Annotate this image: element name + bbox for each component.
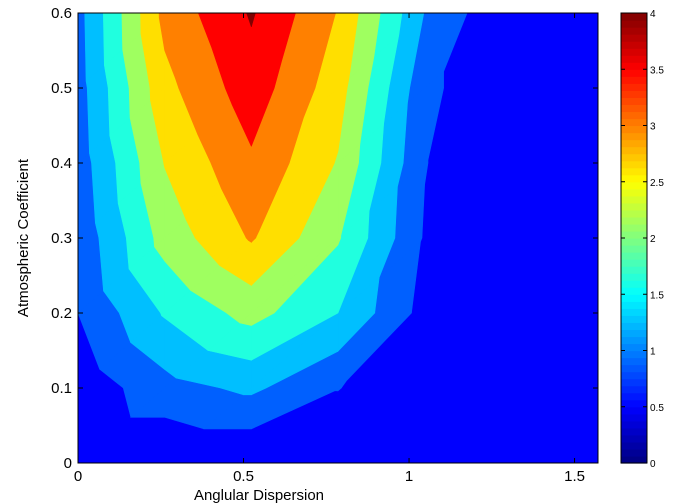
colorbar-swatch [621,427,647,436]
colorbar-swatch [621,167,647,176]
x-tick-label: 0.5 [233,468,254,485]
colorbar-swatch [621,336,647,345]
colorbar-swatch [621,371,647,380]
colorbar-swatch [621,252,647,260]
colorbar-swatch [621,41,647,49]
colorbar-swatch [621,350,647,359]
colorbar-swatch [621,160,647,169]
colorbar-swatch [621,97,647,106]
colorbar-swatch [621,34,647,42]
colorbar-swatch [621,139,647,148]
colorbar-swatch [621,434,647,443]
y-tick-label: 0.5 [51,80,72,97]
colorbar-swatch [621,216,647,225]
colorbar-swatch [621,62,647,70]
colorbar-swatch [621,209,647,218]
colorbar-tick-label: 3.5 [650,65,664,76]
plot-area [77,12,599,464]
colorbar-swatch [621,27,647,35]
colorbar-swatch [621,181,647,190]
x-tick-label: 1 [405,468,413,485]
colorbar-swatch [621,448,647,457]
colorbar-tick-label: 1.5 [650,290,664,301]
colorbar-swatch [621,280,647,288]
colorbar-swatch [621,308,647,316]
colorbar-swatch [621,378,647,387]
colorbar-swatch [621,406,647,415]
colorbar-swatch [621,48,647,56]
colorbar-swatch [621,357,647,366]
colorbar-tick-label: 4 [650,9,656,20]
y-tick-label: 0.6 [51,5,72,22]
y-tick-label: 0.1 [51,380,72,397]
colorbar-swatch [621,202,647,211]
contour-band-9 [246,13,256,27]
colorbar-tick-label: 0 [650,459,656,470]
colorbar-swatch [621,132,647,141]
colorbar-swatch [621,455,647,464]
colorbar-swatch [621,153,647,162]
colorbar-swatch [621,343,647,352]
colorbar-swatch [621,413,647,422]
colorbar-swatch [621,392,647,401]
colorbar-tick-label: 3 [650,122,656,133]
colorbar-swatch [621,146,647,155]
y-tick-label: 0 [64,455,72,472]
colorbar-swatch [621,223,647,232]
colorbar-swatch [621,76,647,84]
colorbar-swatch [621,111,647,120]
y-tick-label: 0.2 [51,305,72,322]
colorbar-swatch [621,195,647,204]
x-tick-label: 1.5 [564,468,585,485]
colorbar-swatch [621,287,647,295]
colorbar-swatch [621,118,647,127]
colorbar-swatch [621,420,647,429]
colorbar-swatch [621,294,647,302]
colorbar-swatch [621,385,647,394]
colorbar-swatch [621,174,647,183]
colorbar-swatch [621,90,647,98]
colorbar-swatch [621,301,647,309]
colorbar: 0 0.5 1 1.5 2 2.5 3 3.5 4 [620,9,664,470]
colorbar-swatch [621,125,647,134]
x-axis-label: Anglular Dispersion [194,487,324,504]
colorbar-swatch [621,83,647,91]
colorbar-swatch [621,364,647,373]
colorbar-swatch [621,399,647,408]
y-axis: 0 0.1 0.2 0.3 0.4 0.5 0.6 [51,5,598,472]
colorbar-swatch [621,69,647,77]
colorbar-tick-label: 1 [650,347,656,358]
colorbar-swatch [621,441,647,450]
colorbar-swatch [621,329,647,338]
colorbar-swatch [621,188,647,197]
colorbar-swatch [621,273,647,281]
y-tick-label: 0.3 [51,230,72,247]
colorbar-swatch [621,266,647,274]
colorbar-swatch [621,13,647,21]
colorbar-swatch [621,322,647,331]
x-axis: 0 0.5 1 1.5 [74,13,585,485]
y-axis-label: Atmospheric Coefficient [15,158,32,317]
colorbar-swatch [621,315,647,323]
contour-band-8 [198,13,296,147]
colorbar-swatch [621,238,647,246]
colorbar-swatch [621,245,647,253]
colorbar-swatch [621,230,647,239]
x-tick-label: 0 [74,468,82,485]
colorbar-tick-label: 2.5 [650,178,664,189]
colorbar-tick-label: 2 [650,234,656,245]
y-tick-label: 0.4 [51,155,72,172]
colorbar-swatch [621,104,647,113]
colorbar-tick-label: 0.5 [650,403,664,414]
colorbar-swatch [621,20,647,28]
colorbar-swatch [621,259,647,267]
colorbar-swatch [621,55,647,63]
